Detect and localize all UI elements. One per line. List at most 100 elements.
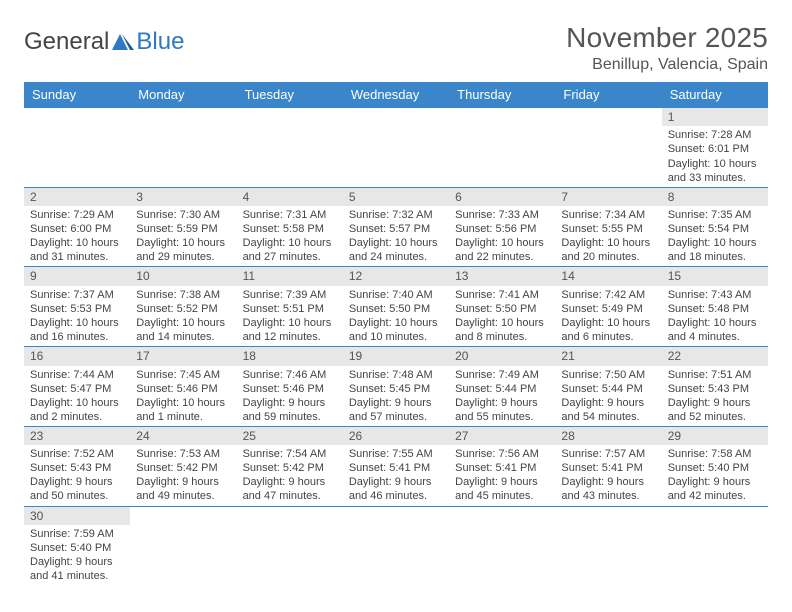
sunrise-text: Sunrise: 7:31 AM (243, 208, 337, 222)
sunset-text: Sunset: 5:40 PM (30, 541, 124, 555)
sunset-text: Sunset: 5:56 PM (455, 222, 549, 236)
day-number: 23 (24, 427, 130, 445)
daylight-text: Daylight: 9 hours and 49 minutes. (136, 475, 230, 503)
day-info: Sunrise: 7:48 AMSunset: 5:45 PMDaylight:… (343, 366, 449, 426)
day-number: 8 (662, 188, 768, 206)
day-info: Sunrise: 7:43 AMSunset: 5:48 PMDaylight:… (662, 286, 768, 346)
daylight-text: Daylight: 10 hours and 12 minutes. (243, 316, 337, 344)
day-number: 3 (130, 188, 236, 206)
day-number: 29 (662, 427, 768, 445)
day-number: 15 (662, 267, 768, 285)
sunrise-text: Sunrise: 7:37 AM (30, 288, 124, 302)
calendar-cell: 29Sunrise: 7:58 AMSunset: 5:40 PMDayligh… (662, 426, 768, 506)
sunset-text: Sunset: 5:58 PM (243, 222, 337, 236)
sunset-text: Sunset: 5:41 PM (561, 461, 655, 475)
daylight-text: Daylight: 10 hours and 22 minutes. (455, 236, 549, 264)
logo-text-general: General (24, 28, 109, 56)
calendar-cell: 19Sunrise: 7:48 AMSunset: 5:45 PMDayligh… (343, 347, 449, 427)
sunset-text: Sunset: 5:50 PM (455, 302, 549, 316)
day-info: Sunrise: 7:57 AMSunset: 5:41 PMDaylight:… (555, 445, 661, 505)
calendar-cell (449, 506, 555, 585)
calendar-week-row: 30Sunrise: 7:59 AMSunset: 5:40 PMDayligh… (24, 506, 768, 585)
calendar-cell: 23Sunrise: 7:52 AMSunset: 5:43 PMDayligh… (24, 426, 130, 506)
sunset-text: Sunset: 5:57 PM (349, 222, 443, 236)
sunset-text: Sunset: 5:41 PM (349, 461, 443, 475)
month-title: November 2025 (566, 22, 768, 54)
sunrise-text: Sunrise: 7:50 AM (561, 368, 655, 382)
day-number: 24 (130, 427, 236, 445)
column-header: Thursday (449, 82, 555, 108)
day-number: 12 (343, 267, 449, 285)
column-header: Wednesday (343, 82, 449, 108)
day-info: Sunrise: 7:52 AMSunset: 5:43 PMDaylight:… (24, 445, 130, 505)
sunset-text: Sunset: 5:45 PM (349, 382, 443, 396)
day-info: Sunrise: 7:39 AMSunset: 5:51 PMDaylight:… (237, 286, 343, 346)
day-number: 25 (237, 427, 343, 445)
sunset-text: Sunset: 5:49 PM (561, 302, 655, 316)
sunset-text: Sunset: 5:55 PM (561, 222, 655, 236)
calendar-cell: 6Sunrise: 7:33 AMSunset: 5:56 PMDaylight… (449, 187, 555, 267)
day-info: Sunrise: 7:33 AMSunset: 5:56 PMDaylight:… (449, 206, 555, 266)
sunrise-text: Sunrise: 7:42 AM (561, 288, 655, 302)
day-info: Sunrise: 7:45 AMSunset: 5:46 PMDaylight:… (130, 366, 236, 426)
daylight-text: Daylight: 10 hours and 27 minutes. (243, 236, 337, 264)
sunrise-text: Sunrise: 7:30 AM (136, 208, 230, 222)
sunrise-text: Sunrise: 7:39 AM (243, 288, 337, 302)
daylight-text: Daylight: 10 hours and 10 minutes. (349, 316, 443, 344)
sunrise-text: Sunrise: 7:53 AM (136, 447, 230, 461)
day-number: 22 (662, 347, 768, 365)
calendar-cell (24, 108, 130, 188)
calendar-cell: 15Sunrise: 7:43 AMSunset: 5:48 PMDayligh… (662, 267, 768, 347)
day-number: 13 (449, 267, 555, 285)
daylight-text: Daylight: 10 hours and 2 minutes. (30, 396, 124, 424)
calendar-cell: 3Sunrise: 7:30 AMSunset: 5:59 PMDaylight… (130, 187, 236, 267)
day-number: 30 (24, 507, 130, 525)
day-info: Sunrise: 7:29 AMSunset: 6:00 PMDaylight:… (24, 206, 130, 266)
calendar-cell (555, 506, 661, 585)
logo-text-blue: Blue (136, 28, 184, 56)
sunrise-text: Sunrise: 7:43 AM (668, 288, 762, 302)
daylight-text: Daylight: 10 hours and 20 minutes. (561, 236, 655, 264)
day-info: Sunrise: 7:58 AMSunset: 5:40 PMDaylight:… (662, 445, 768, 505)
daylight-text: Daylight: 9 hours and 41 minutes. (30, 555, 124, 583)
sunset-text: Sunset: 5:43 PM (30, 461, 124, 475)
day-number: 28 (555, 427, 661, 445)
day-number: 21 (555, 347, 661, 365)
calendar-cell: 21Sunrise: 7:50 AMSunset: 5:44 PMDayligh… (555, 347, 661, 427)
day-number: 18 (237, 347, 343, 365)
calendar-cell: 9Sunrise: 7:37 AMSunset: 5:53 PMDaylight… (24, 267, 130, 347)
daylight-text: Daylight: 9 hours and 43 minutes. (561, 475, 655, 503)
calendar-cell: 28Sunrise: 7:57 AMSunset: 5:41 PMDayligh… (555, 426, 661, 506)
calendar-week-row: 16Sunrise: 7:44 AMSunset: 5:47 PMDayligh… (24, 347, 768, 427)
sunrise-text: Sunrise: 7:55 AM (349, 447, 443, 461)
sunrise-text: Sunrise: 7:56 AM (455, 447, 549, 461)
calendar-cell (555, 108, 661, 188)
calendar-cell: 14Sunrise: 7:42 AMSunset: 5:49 PMDayligh… (555, 267, 661, 347)
daylight-text: Daylight: 9 hours and 59 minutes. (243, 396, 337, 424)
day-info: Sunrise: 7:59 AMSunset: 5:40 PMDaylight:… (24, 525, 130, 585)
sunrise-text: Sunrise: 7:49 AM (455, 368, 549, 382)
day-info: Sunrise: 7:42 AMSunset: 5:49 PMDaylight:… (555, 286, 661, 346)
daylight-text: Daylight: 10 hours and 1 minute. (136, 396, 230, 424)
sunrise-text: Sunrise: 7:48 AM (349, 368, 443, 382)
day-number: 20 (449, 347, 555, 365)
calendar-cell: 24Sunrise: 7:53 AMSunset: 5:42 PMDayligh… (130, 426, 236, 506)
day-info: Sunrise: 7:53 AMSunset: 5:42 PMDaylight:… (130, 445, 236, 505)
sunrise-text: Sunrise: 7:38 AM (136, 288, 230, 302)
calendar-cell (343, 108, 449, 188)
calendar-cell (449, 108, 555, 188)
day-info: Sunrise: 7:38 AMSunset: 5:52 PMDaylight:… (130, 286, 236, 346)
day-number: 6 (449, 188, 555, 206)
sunset-text: Sunset: 5:59 PM (136, 222, 230, 236)
daylight-text: Daylight: 9 hours and 57 minutes. (349, 396, 443, 424)
calendar-body: 1Sunrise: 7:28 AMSunset: 6:01 PMDaylight… (24, 108, 768, 586)
calendar-cell: 30Sunrise: 7:59 AMSunset: 5:40 PMDayligh… (24, 506, 130, 585)
calendar-cell: 12Sunrise: 7:40 AMSunset: 5:50 PMDayligh… (343, 267, 449, 347)
daylight-text: Daylight: 10 hours and 31 minutes. (30, 236, 124, 264)
calendar-cell: 25Sunrise: 7:54 AMSunset: 5:42 PMDayligh… (237, 426, 343, 506)
calendar-cell (130, 506, 236, 585)
title-block: November 2025 Benillup, Valencia, Spain (566, 22, 768, 74)
calendar-cell: 18Sunrise: 7:46 AMSunset: 5:46 PMDayligh… (237, 347, 343, 427)
sunset-text: Sunset: 5:46 PM (243, 382, 337, 396)
day-number: 9 (24, 267, 130, 285)
